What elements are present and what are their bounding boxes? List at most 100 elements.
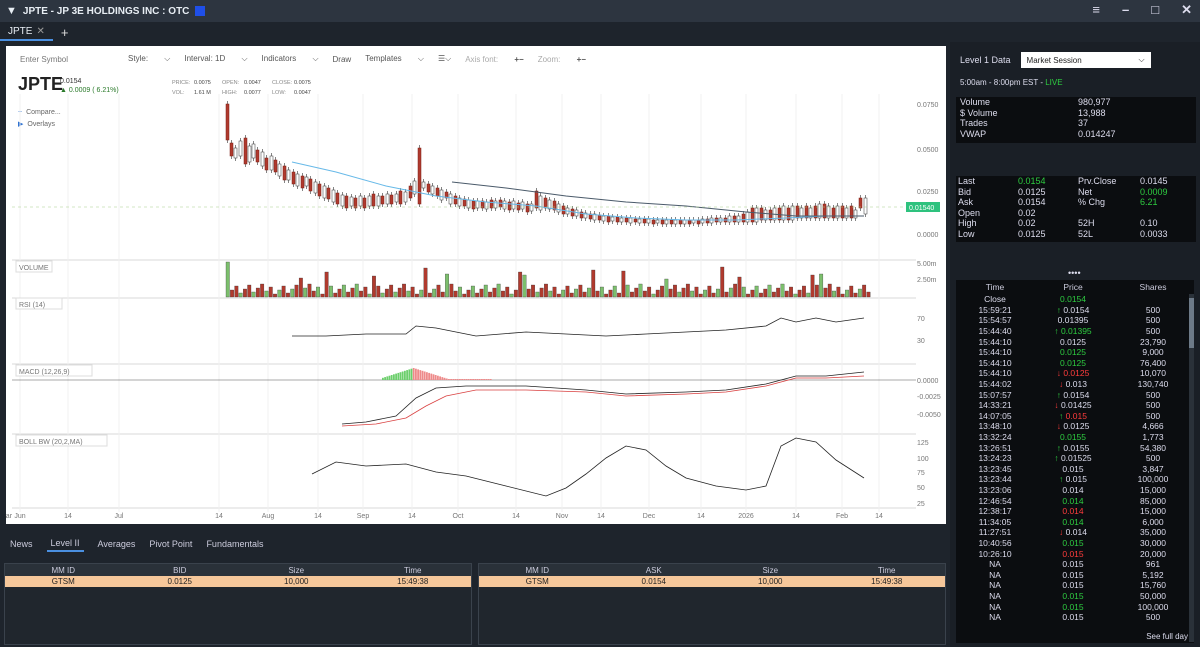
candle: [804, 205, 809, 219]
overlays-link[interactable]: ▶ Overlays: [18, 121, 56, 128]
panel-label: BOLL BW (20,2,MA): [19, 439, 83, 446]
session-select-value: Market Session: [1026, 55, 1082, 65]
candle: [269, 155, 274, 171]
candle: [655, 219, 660, 224]
column-header: Size: [762, 565, 779, 575]
macd-histogram-bar: [450, 379, 452, 380]
trade-time: 15:44:10: [978, 347, 1012, 358]
axis-font-control[interactable]: Axis font: +−: [465, 54, 524, 64]
trade-time: 13:23:44: [978, 474, 1012, 485]
quote-key: Last: [958, 176, 976, 187]
app-menu-icon[interactable]: ▼: [6, 5, 17, 17]
trade-price-value: 0.015: [1062, 537, 1084, 548]
macd-histogram-bar: [426, 372, 428, 380]
color-link-icon[interactable]: [195, 6, 206, 16]
minimize-icon[interactable]: –: [1122, 2, 1130, 17]
see-full-day-link[interactable]: See full day: [1146, 632, 1188, 641]
volume-bar: [642, 290, 647, 298]
trade-time: 11:27:51: [978, 527, 1012, 538]
candle: [547, 199, 552, 210]
volume-bar: [823, 287, 828, 298]
macd-histogram-bar: [382, 377, 384, 380]
macd-histogram-bar: [487, 379, 490, 380]
interval-dropdown[interactable]: Interval: 1D ⌵: [184, 54, 248, 63]
trade-price-value: 0.015: [1065, 474, 1087, 485]
tab-news[interactable]: News: [10, 539, 33, 549]
quote-value: 0.0125: [1018, 228, 1046, 239]
trade-time: 15:44:10: [978, 357, 1012, 368]
macd-histogram-bar: [459, 379, 461, 380]
trade-row: 15:54:57 0.01395 500: [956, 315, 1194, 326]
volume-bar: [286, 292, 290, 298]
price-chart[interactable]: 0.0750 0.0500 0.0250 0.0000 0.01540 VOLUME 5.0…: [6, 46, 946, 524]
session-hours: 5:00am - 8:00pm EST - LIVE: [960, 78, 1063, 87]
down-arrow-icon: ↓: [1056, 421, 1064, 432]
level1-row: Trades 37: [956, 118, 1196, 129]
hamburger-menu-icon[interactable]: ≡: [1092, 2, 1100, 17]
tab-label: JPTE: [8, 25, 33, 37]
trade-shares: 500: [1145, 453, 1161, 464]
candle: [863, 197, 868, 215]
close-icon[interactable]: ✕: [1181, 2, 1192, 17]
stat-value: 0.0047: [294, 90, 311, 96]
maximize-icon[interactable]: □: [1151, 2, 1160, 17]
tab-fundamentals[interactable]: Fundamentals: [206, 539, 264, 549]
table-row[interactable]: GTSM 0.0125 10,000 15:49:38: [5, 576, 471, 587]
volume-bar: [423, 267, 428, 298]
tab-pivot-point[interactable]: Pivot Point: [149, 539, 193, 549]
tab-close-icon[interactable]: ✕: [36, 25, 45, 37]
session-select[interactable]: Market Session ⌵: [1020, 52, 1151, 68]
volume-bar: [483, 284, 488, 298]
ohlc-stats: PRICE: 0.0075 OPEN: 0.0047 CLOSE: 0.0075 VOL: 1…: [172, 80, 320, 96]
volume-bar: [857, 288, 862, 298]
trade-price: 0.015: [1034, 602, 1112, 612]
zoom-control[interactable]: Zoom: +−: [537, 54, 586, 64]
trade-price: ↓ 0.0125: [1034, 421, 1112, 431]
x-axis-label: 14: [408, 513, 416, 520]
macd-histogram-bar: [489, 379, 492, 380]
templates-dropdown[interactable]: Templates ⌵: [365, 54, 424, 63]
candle: [826, 205, 831, 219]
candle: [664, 219, 669, 225]
volume-bar: [836, 286, 841, 298]
candle: [768, 209, 773, 221]
symbol-input[interactable]: Enter Symbol: [20, 54, 69, 64]
table-row[interactable]: GTSM 0.0154 10,000 15:49:38: [479, 576, 945, 587]
macd-histogram-bar: [439, 376, 441, 380]
chart-panel[interactable]: Enter Symbol Style: ⌵ Interval: 1D ⌵ Ind…: [6, 46, 946, 524]
level1-key: Trades: [960, 118, 988, 129]
resize-handle[interactable]: ••••: [1068, 268, 1081, 278]
candle: [601, 215, 606, 222]
trade-row: 15:44:10 0.0125 9,000: [956, 347, 1194, 358]
table-cell: 15:49:38: [397, 577, 429, 586]
candle: [233, 147, 238, 159]
scrollbar[interactable]: [1189, 294, 1194, 642]
tab-level-ii[interactable]: Level II: [46, 536, 84, 552]
trade-price: 0.015: [1034, 559, 1112, 569]
interval-label: Interval: 1D: [184, 54, 226, 63]
trade-row: 15:44:02 ↓ 0.013 130,740: [956, 379, 1194, 390]
volume-bar: [707, 285, 712, 298]
trade-row: 15:44:10 0.0125 23,790: [956, 336, 1194, 347]
tab-averages[interactable]: Averages: [97, 539, 136, 549]
volume-bar: [668, 288, 673, 298]
draw-button[interactable]: Draw: [332, 54, 352, 64]
trade-shares: 500: [1145, 389, 1161, 400]
volume-bar: [376, 285, 381, 298]
panel-axis-tick: 100: [917, 456, 929, 463]
indicators-dropdown[interactable]: Indicators ⌵: [261, 54, 319, 63]
candle: [822, 203, 827, 219]
new-tab-button[interactable]: +: [60, 24, 69, 40]
style-dropdown[interactable]: Style: ⌵: [128, 54, 171, 63]
volume-bar: [862, 284, 867, 298]
volume-bar: [363, 286, 368, 298]
volume-bar: [410, 286, 415, 298]
candle: [592, 213, 597, 221]
trade-shares: 50,000: [1140, 590, 1166, 601]
volume-bar: [599, 286, 604, 298]
trade-price: 0.0154: [1034, 294, 1112, 304]
volume-bar: [793, 293, 798, 298]
tab-jpte[interactable]: JPTE ✕: [0, 24, 53, 41]
scrollbar-thumb[interactable]: [1189, 298, 1194, 348]
layout-menu-icon[interactable]: ☰⌵: [437, 54, 452, 63]
